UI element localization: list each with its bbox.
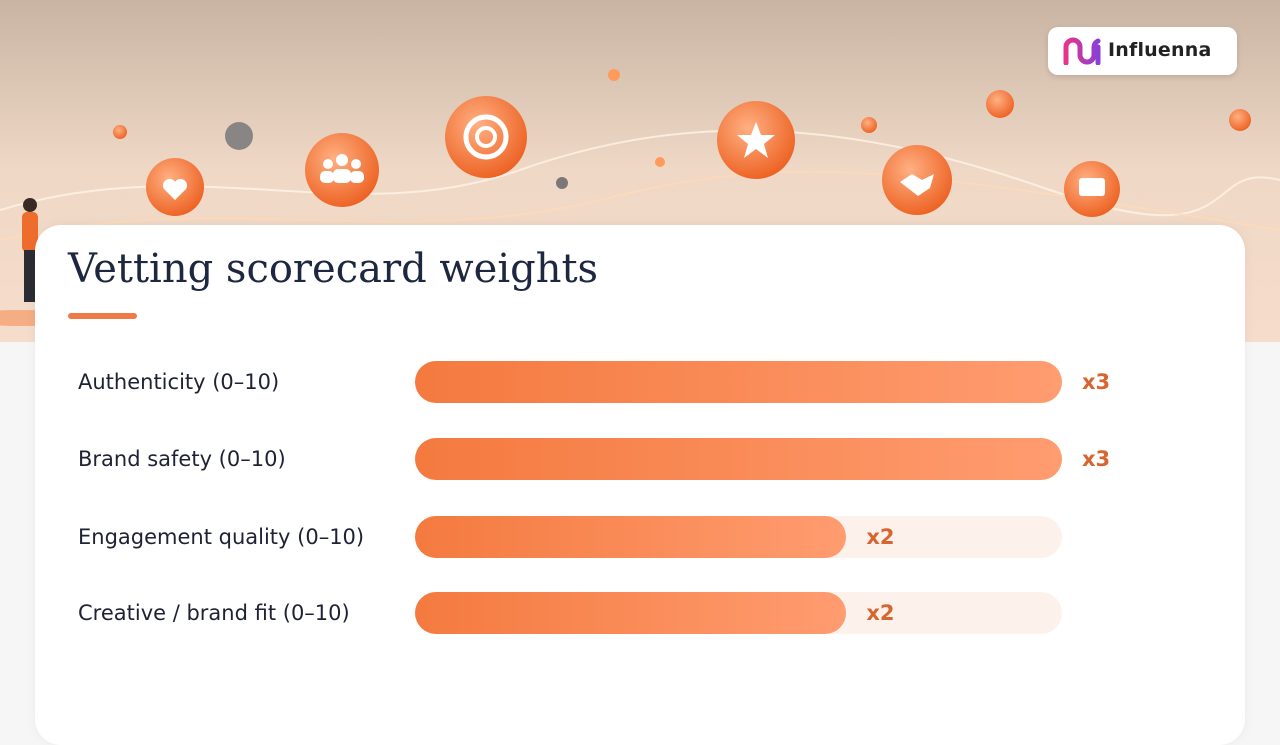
value-label: x3 — [1082, 370, 1111, 394]
bar — [415, 516, 847, 558]
category-label: Authenticity (0–10) — [78, 369, 280, 394]
bar — [415, 592, 847, 634]
logo: Influenna — [1048, 27, 1237, 75]
value-label: x3 — [1082, 447, 1111, 471]
title-underline — [68, 313, 137, 319]
page: Influenna Vetting scorecard weights (() … — [0, 0, 1280, 634]
value-label: x2 — [866, 525, 895, 549]
chart-title: Vetting scorecard weights — [68, 246, 599, 292]
category-label: Brand safety (0–10) — [78, 446, 286, 471]
category-label: Creative / brand fit (0–10) — [78, 600, 350, 625]
bar — [415, 361, 1062, 403]
brand-name: Influenna — [1108, 39, 1212, 61]
bar — [415, 438, 1062, 480]
logo-icon — [1063, 37, 1101, 65]
category-label: Engagement quality (0–10) — [78, 524, 365, 549]
card — [35, 225, 1245, 745]
value-label: x2 — [866, 601, 895, 625]
